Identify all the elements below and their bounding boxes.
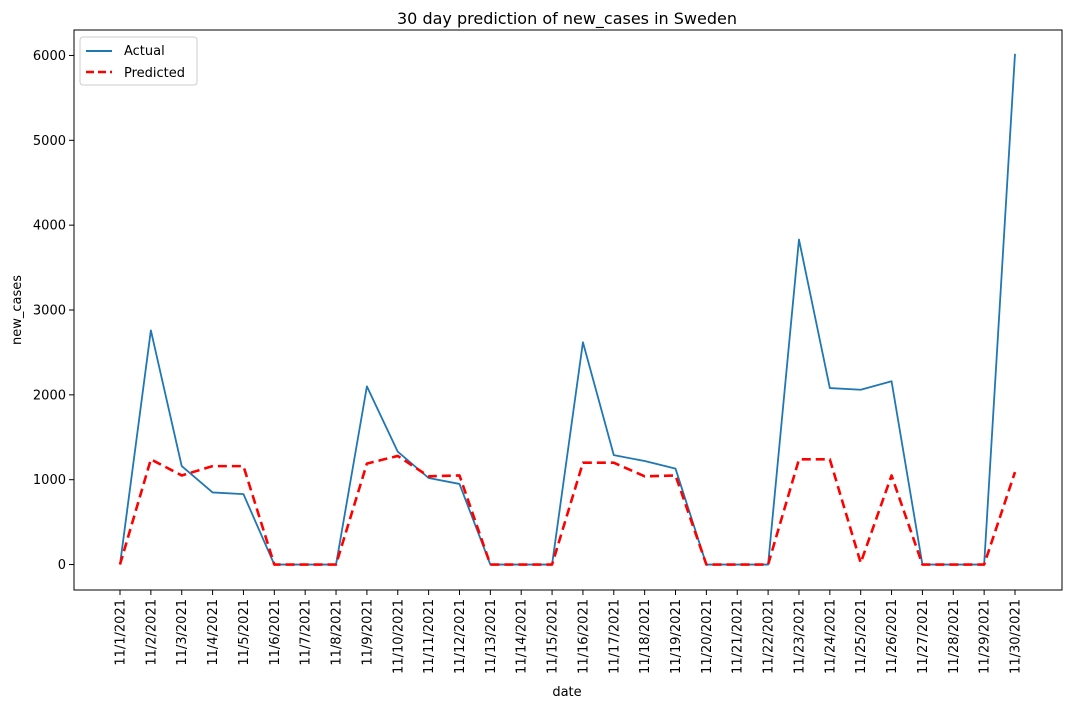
x-tick-label: 11/25/2021 [854,599,869,674]
x-tick-label: 11/10/2021 [391,599,406,674]
x-tick-label: 11/15/2021 [546,599,561,674]
y-tick-label: 5000 [33,134,66,149]
plot-area [73,29,1063,591]
y-tick-label: 3000 [33,304,66,319]
x-tick-label: 11/8/2021 [330,599,345,666]
x-tick-label: 11/19/2021 [669,599,684,674]
y-tick-label: 2000 [33,388,66,403]
x-tick-label: 11/12/2021 [453,599,468,674]
x-tick-label: 11/7/2021 [299,599,314,666]
legend-label-predicted: Predicted [124,66,185,81]
x-tick-label: 11/30/2021 [1009,599,1024,674]
series-line-predicted [118,454,1017,566]
x-axis: 11/1/2021 11/2/2021 11/3/2021 11/4/2021 11/5… [114,590,1024,674]
x-tick-label: 11/1/2021 [114,599,129,666]
x-tick-label: 11/18/2021 [638,599,653,674]
x-tick-label: 11/17/2021 [607,599,622,674]
y-axis-label: new_cases [10,275,25,345]
y-tick-label: 0 [58,558,66,573]
y-tick-label: 4000 [33,219,66,234]
x-tick-label: 11/4/2021 [206,599,221,666]
x-tick-label: 11/22/2021 [762,599,777,674]
x-tick-label: 11/16/2021 [576,599,591,674]
series-line-actual [119,53,1016,566]
chart-title: 30 day prediction of new_cases in Sweden [397,9,737,29]
x-tick-label: 11/28/2021 [947,599,962,674]
x-tick-label: 11/13/2021 [484,599,499,674]
legend-box [79,36,198,86]
x-tick-label: 11/26/2021 [885,599,900,674]
x-tick-label: 11/6/2021 [268,599,283,666]
x-tick-label: 11/2/2021 [144,599,159,666]
y-axis: 0 1000 2000 3000 4000 5000 6000 [33,49,74,573]
legend-label-actual: Actual [124,44,165,59]
x-tick-label: 11/9/2021 [360,599,375,666]
x-tick-label: 11/3/2021 [175,599,190,666]
x-tick-label: 11/5/2021 [237,599,252,666]
legend: Actual Predicted [79,36,198,86]
x-tick-label: 11/24/2021 [823,599,838,674]
y-tick-label: 1000 [33,473,66,488]
x-tick-label: 11/23/2021 [792,599,807,674]
x-tick-label: 11/21/2021 [731,599,746,674]
x-tick-label: 11/11/2021 [422,599,437,674]
x-tick-label: 11/14/2021 [515,599,530,674]
x-tick-label: 11/20/2021 [700,599,715,674]
series-layer [118,53,1017,566]
x-tick-label: 11/29/2021 [978,599,993,674]
y-tick-label: 6000 [33,49,66,64]
x-tick-label: 11/27/2021 [916,599,931,674]
x-axis-label: date [552,685,581,700]
